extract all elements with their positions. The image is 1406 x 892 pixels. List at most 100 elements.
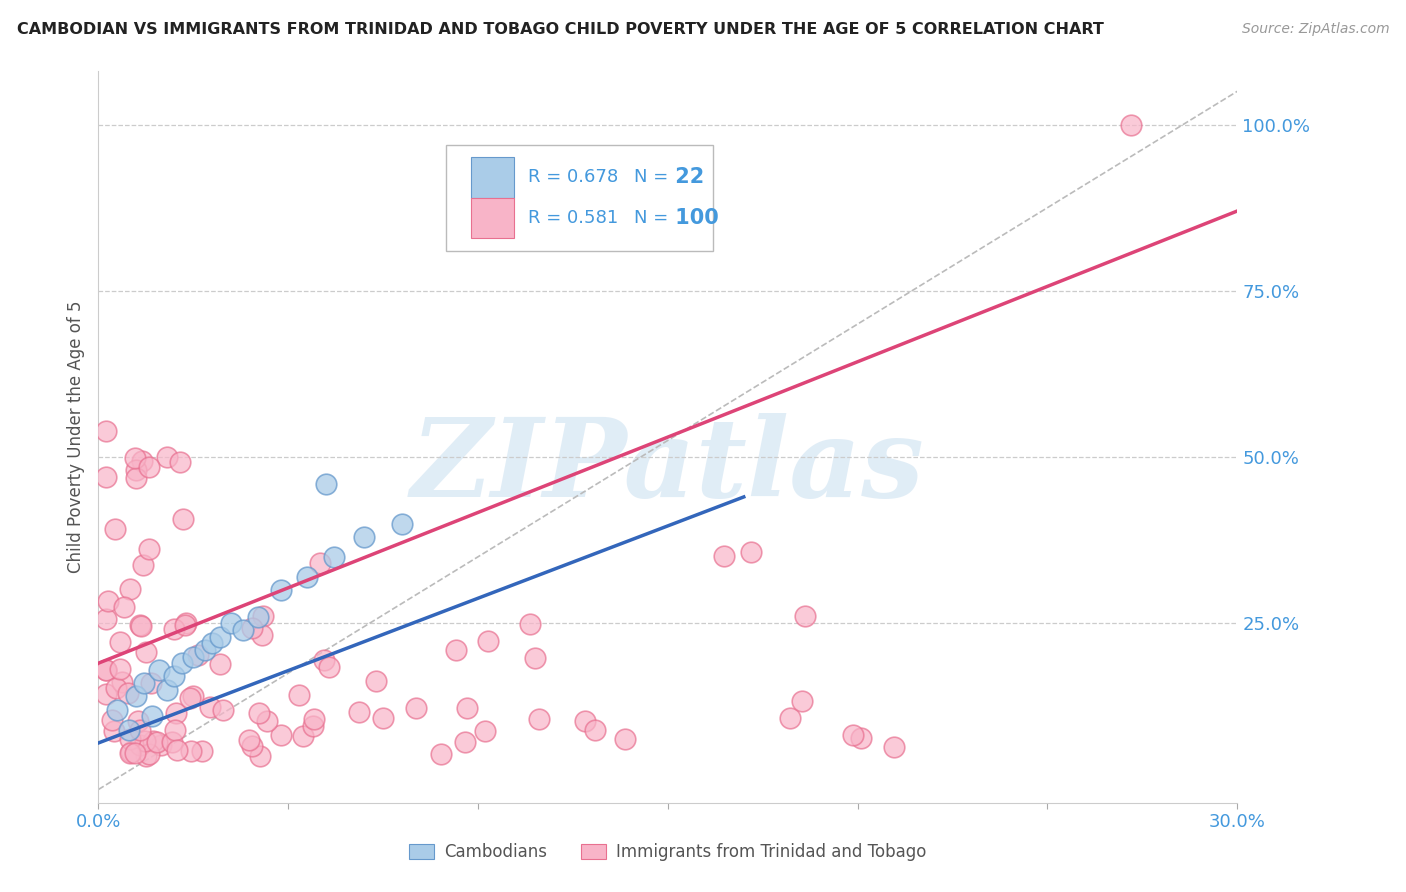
Point: [172, 511, 194, 525]
Point: [156, 682, 179, 697]
Legend: Cambodians, Immigrants from Trinidad and Tobago: Cambodians, Immigrants from Trinidad and…: [404, 837, 932, 868]
Point: [132, 558, 155, 572]
Point: [240, 739, 263, 753]
Point: [373, 711, 395, 725]
Point: [270, 728, 292, 742]
Point: [117, 685, 139, 699]
Point: [523, 650, 546, 665]
Point: [318, 660, 340, 674]
Point: [118, 723, 141, 737]
Point: [849, 731, 872, 745]
Point: [527, 712, 550, 726]
Text: N =: N =: [634, 209, 668, 227]
Point: [135, 645, 157, 659]
Point: [179, 690, 201, 705]
Point: [148, 663, 170, 677]
Point: [94, 612, 117, 626]
Point: [574, 714, 596, 729]
Point: [322, 549, 344, 564]
Text: ZIPatlas: ZIPatlas: [411, 413, 925, 520]
Point: [430, 747, 453, 761]
Point: [312, 652, 335, 666]
Point: [156, 450, 179, 464]
Point: [792, 693, 814, 707]
Point: [170, 656, 193, 670]
Point: [519, 617, 541, 632]
Point: [208, 630, 231, 644]
Point: [132, 676, 155, 690]
Point: [94, 469, 117, 483]
Point: [221, 616, 243, 631]
Point: [125, 690, 148, 704]
Point: [474, 723, 496, 738]
Point: [287, 688, 309, 702]
Text: N =: N =: [634, 169, 668, 186]
Point: [124, 450, 146, 465]
Point: [740, 545, 762, 559]
Point: [129, 723, 152, 737]
Point: [163, 669, 186, 683]
Point: [127, 714, 149, 728]
Point: [160, 735, 183, 749]
Point: [614, 732, 637, 747]
Point: [198, 699, 221, 714]
Point: [104, 522, 127, 536]
Point: [150, 738, 173, 752]
Point: [456, 701, 478, 715]
Point: [252, 627, 274, 641]
Point: [112, 600, 135, 615]
Point: [444, 642, 467, 657]
Point: [209, 657, 232, 671]
Point: [142, 734, 165, 748]
Point: [302, 719, 325, 733]
Point: [101, 714, 124, 728]
Point: [141, 676, 163, 690]
Point: [124, 746, 146, 760]
Point: [94, 687, 117, 701]
Point: [131, 454, 153, 468]
Point: [138, 747, 160, 761]
Point: [583, 723, 606, 738]
Point: [141, 709, 163, 723]
Point: [211, 703, 233, 717]
Point: [238, 733, 260, 747]
Point: [454, 735, 477, 749]
Point: [174, 617, 197, 632]
Point: [191, 743, 214, 757]
Text: R = 0.581: R = 0.581: [527, 209, 619, 227]
Text: Source: ZipAtlas.com: Source: ZipAtlas.com: [1241, 22, 1389, 37]
Point: [183, 649, 205, 664]
Point: [110, 662, 132, 676]
Point: [128, 739, 150, 753]
Point: [120, 745, 142, 759]
Point: [252, 608, 274, 623]
Point: [347, 705, 370, 719]
Point: [405, 701, 427, 715]
Point: [391, 516, 413, 531]
Point: [194, 643, 217, 657]
Point: [779, 711, 801, 725]
FancyBboxPatch shape: [446, 145, 713, 251]
Point: [477, 634, 499, 648]
Point: [129, 619, 152, 633]
Point: [125, 470, 148, 484]
Point: [94, 664, 117, 678]
Point: [105, 681, 128, 695]
Point: [94, 424, 117, 438]
Point: [145, 734, 167, 748]
Point: [181, 689, 204, 703]
Point: [247, 706, 270, 720]
Point: [111, 674, 134, 689]
Point: [232, 623, 254, 637]
Point: [315, 476, 337, 491]
Point: [165, 706, 187, 720]
Point: [297, 570, 319, 584]
Point: [169, 455, 191, 469]
Bar: [471, 157, 515, 197]
Point: [270, 582, 292, 597]
Point: [249, 748, 271, 763]
Point: [135, 748, 157, 763]
Point: [120, 582, 142, 597]
Point: [94, 664, 117, 678]
Point: [201, 636, 224, 650]
